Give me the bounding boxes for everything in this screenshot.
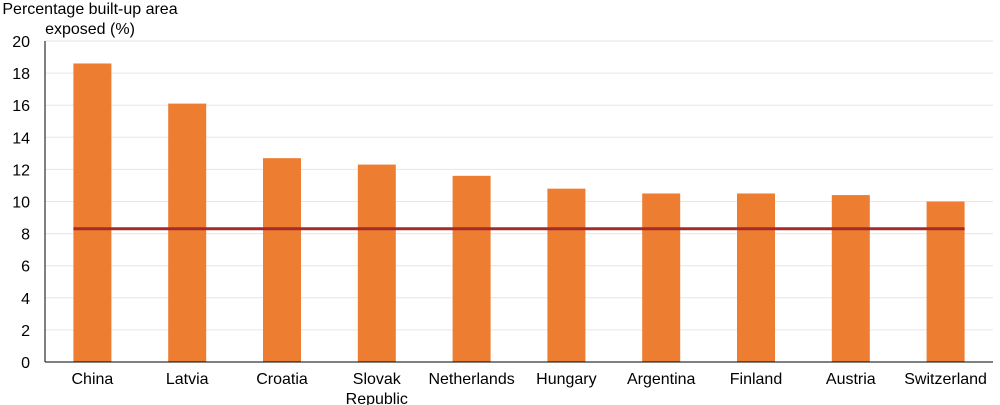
y-tick-label: 8 bbox=[21, 227, 30, 244]
bar bbox=[263, 158, 301, 362]
x-tick-label: Slovak bbox=[353, 371, 402, 388]
x-tick-label: Republic bbox=[346, 391, 408, 405]
y-tick-label: 16 bbox=[12, 98, 30, 115]
y-tick-label: 4 bbox=[21, 291, 30, 308]
y-tick-label: 18 bbox=[12, 66, 30, 83]
y-tick-label: 12 bbox=[12, 162, 30, 179]
x-tick-labels: China Latvia Croatia Slovak Republic Netherla… bbox=[71, 371, 986, 405]
x-tick-label: Argentina bbox=[627, 371, 696, 388]
x-tick-label: Hungary bbox=[536, 371, 596, 388]
x-tick-label: Latvia bbox=[166, 371, 209, 388]
x-tick-label: Switzerland bbox=[904, 371, 987, 388]
bar bbox=[831, 195, 870, 362]
y-tick-label: 6 bbox=[21, 259, 30, 276]
y-axis-title: Percentage built-up area exposed (%) bbox=[0, 0, 180, 40]
bar bbox=[737, 193, 775, 362]
x-tick-label: China bbox=[71, 371, 113, 388]
y-tick-label: 20 bbox=[12, 34, 30, 51]
bar bbox=[642, 193, 681, 362]
bar bbox=[73, 63, 112, 362]
bar bbox=[357, 164, 396, 362]
bar bbox=[547, 188, 586, 362]
bar bbox=[452, 175, 491, 362]
y-tick-labels: 0 2 4 6 8 10 12 14 16 18 20 bbox=[12, 34, 30, 372]
bar bbox=[168, 103, 207, 362]
x-tick-label: Austria bbox=[826, 371, 876, 388]
y-axis-title-line-2: exposed (%) bbox=[45, 21, 135, 38]
y-tick-label: 14 bbox=[12, 130, 30, 147]
bar bbox=[926, 201, 965, 362]
x-tick-label: Croatia bbox=[256, 371, 308, 388]
y-tick-label: 2 bbox=[21, 323, 30, 340]
y-tick-label: 0 bbox=[21, 355, 30, 372]
x-tick-label: Netherlands bbox=[428, 371, 514, 388]
y-tick-label: 10 bbox=[12, 195, 30, 212]
y-axis-title-line-1: Percentage built-up area bbox=[2, 1, 178, 18]
bars bbox=[73, 63, 965, 362]
axes bbox=[44, 41, 993, 363]
x-tick-label: Finland bbox=[730, 371, 782, 388]
